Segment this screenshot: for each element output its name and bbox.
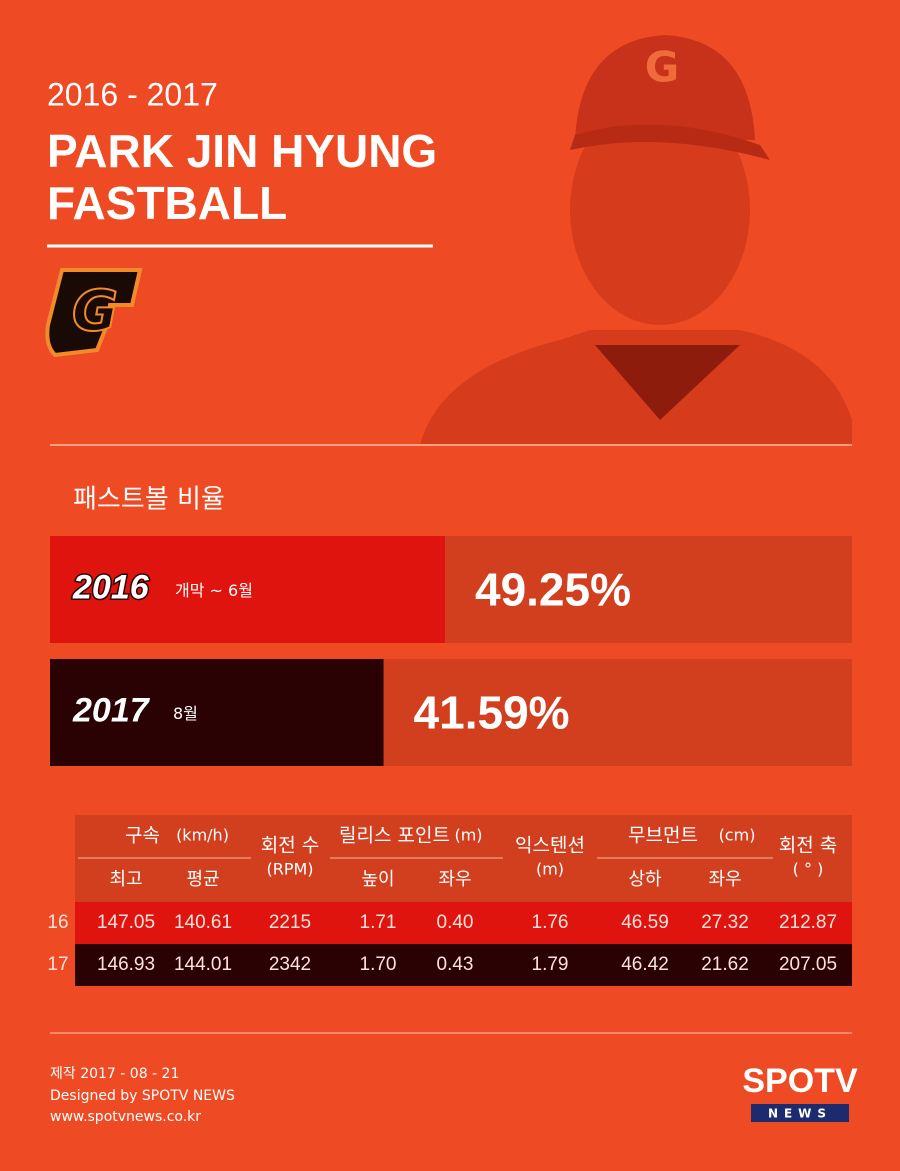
column-unit: (m) bbox=[454, 826, 482, 845]
table-cell: 27.32 bbox=[701, 912, 749, 933]
period-label: 8월 bbox=[173, 704, 198, 723]
footer-url: www.spotvnews.co.kr bbox=[50, 1109, 201, 1125]
table-cell: 46.42 bbox=[621, 954, 669, 975]
title: FASTBALL bbox=[47, 177, 287, 229]
svg-text:G: G bbox=[645, 43, 679, 92]
column-group: 회전 축 bbox=[779, 835, 837, 857]
period-label: 개막 ~ 6월 bbox=[175, 581, 253, 600]
footer-credit: Designed by SPOTV NEWS bbox=[50, 1088, 235, 1104]
column-header: 좌우 bbox=[708, 869, 741, 890]
table-cell: 1.70 bbox=[360, 954, 397, 975]
column-unit: (m) bbox=[536, 860, 564, 879]
column-group: 무브먼트 bbox=[628, 825, 698, 847]
season: 2016 - 2017 bbox=[47, 76, 218, 112]
table-cell: 146.93 bbox=[97, 954, 155, 975]
column-group: 익스텐션 bbox=[515, 835, 585, 857]
value-label: 41.59% bbox=[414, 687, 570, 739]
column-header: 평균 bbox=[186, 869, 219, 890]
column-header: 상하 bbox=[628, 869, 662, 890]
table-cell: 0.43 bbox=[437, 954, 474, 975]
table-cell: 1.71 bbox=[360, 912, 397, 933]
bar bbox=[50, 659, 384, 766]
table-cell: 147.05 bbox=[97, 912, 155, 933]
table-cell: 2215 bbox=[269, 912, 311, 933]
table-row bbox=[75, 902, 852, 944]
logo-band bbox=[751, 1104, 849, 1122]
logo-sub: NEWS bbox=[768, 1107, 832, 1121]
column-group: 릴리스 포인트 bbox=[339, 825, 450, 847]
row-label: 17 bbox=[47, 954, 68, 975]
table-cell: 21.62 bbox=[701, 954, 749, 975]
table-cell: 207.05 bbox=[779, 954, 837, 975]
column-unit: (km/h) bbox=[176, 826, 229, 845]
column-unit: ( ° ) bbox=[793, 860, 824, 879]
year-label: 2016 bbox=[72, 568, 150, 606]
column-header: 좌우 bbox=[438, 869, 471, 890]
column-group: 회전 수 bbox=[261, 835, 319, 857]
player-photo: G bbox=[420, 35, 852, 445]
value-label: 49.25% bbox=[475, 564, 631, 616]
table-cell: 2342 bbox=[269, 954, 311, 975]
column-unit: (cm) bbox=[719, 826, 756, 845]
chart-title: 패스트볼 비율 bbox=[73, 485, 225, 515]
footer-date: 제작 2017 - 08 - 21 bbox=[50, 1066, 179, 1082]
table-cell: 0.40 bbox=[437, 912, 474, 933]
table-cell: 46.59 bbox=[621, 912, 669, 933]
ratio-chart: 2016 개막 ~ 6월 49.25% 2017 8월 41.59% bbox=[50, 536, 852, 766]
table-cell: 1.76 bbox=[532, 912, 569, 933]
row-label: 16 bbox=[47, 912, 68, 933]
table-cell: 140.61 bbox=[174, 912, 232, 933]
bar bbox=[50, 536, 445, 643]
column-group: 구속 bbox=[125, 825, 160, 847]
team-logo: G bbox=[45, 268, 143, 358]
table-cell: 144.01 bbox=[174, 954, 232, 975]
year-label: 2017 bbox=[72, 691, 151, 729]
logo: SPOTV bbox=[742, 1062, 858, 1100]
table-row bbox=[75, 944, 852, 986]
table-cell: 1.79 bbox=[532, 954, 569, 975]
column-unit: (RPM) bbox=[266, 860, 313, 879]
table-cell: 212.87 bbox=[779, 912, 837, 933]
column-header: 최고 bbox=[109, 869, 142, 890]
title: PARK JIN HYUNG bbox=[47, 125, 437, 177]
column-header: 높이 bbox=[361, 869, 394, 890]
svg-text:G: G bbox=[72, 279, 118, 344]
